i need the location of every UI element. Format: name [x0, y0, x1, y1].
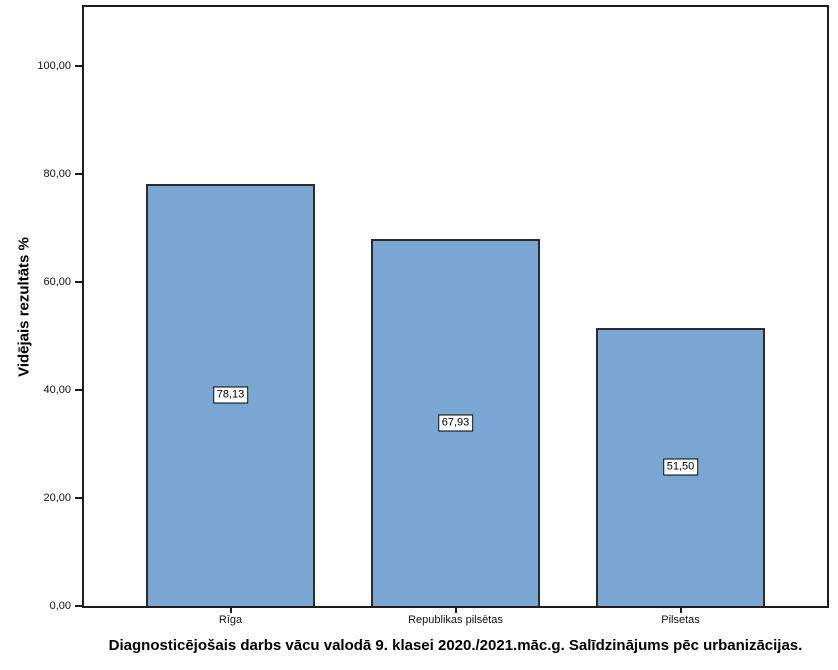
x-category-label: Rīga — [218, 614, 243, 626]
bar-value-label-2: 67,93 — [437, 414, 474, 431]
x-category-label: Republikas pilsētas — [408, 614, 503, 626]
x-tick-mark — [229, 608, 232, 613]
y-tick-label: 80,00 — [43, 168, 71, 181]
y-axis-title: Vidējais rezultāts % — [15, 237, 33, 377]
y-tick-label: 100,00 — [37, 60, 71, 73]
chart-title: Diagnosticējošais darbs vācu valodā 9. k… — [108, 637, 803, 654]
plot-area: 78,13 67,93 51,50 — [82, 5, 829, 608]
y-tick-mark — [75, 173, 82, 176]
y-tick-label: 20,00 — [43, 492, 71, 505]
bar-value-label-3: 51,50 — [662, 458, 699, 476]
y-tick-mark — [75, 497, 82, 500]
y-tick-label: 60,00 — [43, 276, 71, 289]
y-tick-label: 40,00 — [43, 384, 71, 397]
x-category-label: Pilsetas — [661, 614, 700, 626]
bar-value-label-1: 78,13 — [212, 386, 249, 404]
y-tick-mark — [75, 65, 82, 68]
y-tick-mark — [75, 389, 82, 392]
y-tick-mark — [75, 605, 82, 607]
y-tick-label: 0,00 — [49, 600, 71, 612]
x-tick-mark — [679, 608, 682, 613]
x-tick-mark — [454, 608, 457, 613]
y-tick-mark — [75, 281, 82, 284]
